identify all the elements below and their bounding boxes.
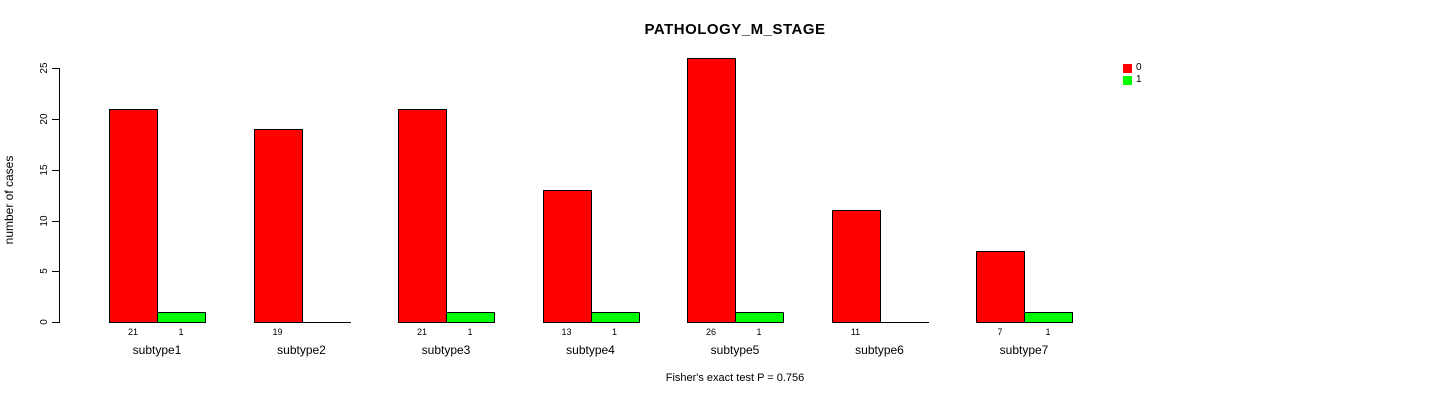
category-label: subtype1 — [132, 343, 182, 357]
y-axis-tick — [52, 220, 59, 222]
y-axis-line — [59, 68, 60, 323]
legend-entry-0: 0 — [1123, 62, 1142, 74]
legend-swatch-red — [1123, 63, 1132, 73]
category-label: subtype5 — [710, 343, 760, 357]
y-axis-tick — [52, 68, 59, 70]
legend-entry-1: 1 — [1123, 74, 1142, 86]
bar-green — [735, 312, 784, 323]
bar-red — [831, 210, 881, 323]
y-tick-label: 20 — [39, 113, 50, 125]
bar-green — [590, 312, 640, 323]
bar-value-label: 1 — [611, 327, 617, 337]
bar-green — [446, 312, 495, 323]
bar-value-label: 26 — [705, 327, 716, 337]
category-label: subtype6 — [855, 343, 904, 357]
bar-green — [157, 312, 206, 323]
bar-value-label: 13 — [561, 327, 572, 337]
category-label: subtype4 — [566, 343, 615, 357]
bar-red — [687, 58, 736, 323]
bar-red — [976, 251, 1025, 323]
chart-title: PATHOLOGY_M_STAGE — [644, 21, 826, 38]
bar-value-label: 21 — [127, 327, 138, 337]
y-axis-tick — [52, 271, 59, 273]
category-label: subtype3 — [421, 343, 471, 357]
bar-value-label: 11 — [850, 327, 861, 337]
bar-value-label: 21 — [416, 327, 427, 337]
legend: 0 1 — [1123, 62, 1142, 86]
bar-red — [398, 109, 447, 323]
y-tick-label: 15 — [39, 164, 50, 176]
y-axis-tick — [52, 169, 59, 171]
legend-swatch-green — [1123, 75, 1132, 85]
legend-label: 0 — [1136, 62, 1142, 73]
bar-value-label: 1 — [178, 327, 184, 337]
legend-label: 1 — [1136, 74, 1142, 85]
y-tick-label: 0 — [39, 319, 50, 325]
bar-value-label: 1 — [1045, 327, 1051, 337]
bar-value-label: 1 — [467, 327, 473, 337]
category-label: subtype7 — [999, 343, 1049, 357]
annotation-caption: Fisher's exact test P = 0.756 — [665, 372, 805, 384]
bar-red — [542, 190, 592, 323]
bar-value-label: 19 — [272, 327, 283, 337]
bar-red — [109, 109, 158, 323]
y-tick-label: 25 — [39, 62, 50, 74]
y-axis-tick — [52, 322, 59, 323]
y-axis-label: number of cases — [2, 155, 16, 245]
y-tick-label: 5 — [39, 268, 50, 275]
bar-value-label: 1 — [756, 327, 762, 337]
bar-red — [253, 129, 303, 323]
y-axis-tick — [52, 119, 59, 120]
y-tick-label: 10 — [39, 214, 50, 227]
bar-green — [1024, 312, 1073, 323]
category-label: subtype2 — [277, 343, 326, 357]
bar-value-label: 7 — [997, 327, 1003, 337]
